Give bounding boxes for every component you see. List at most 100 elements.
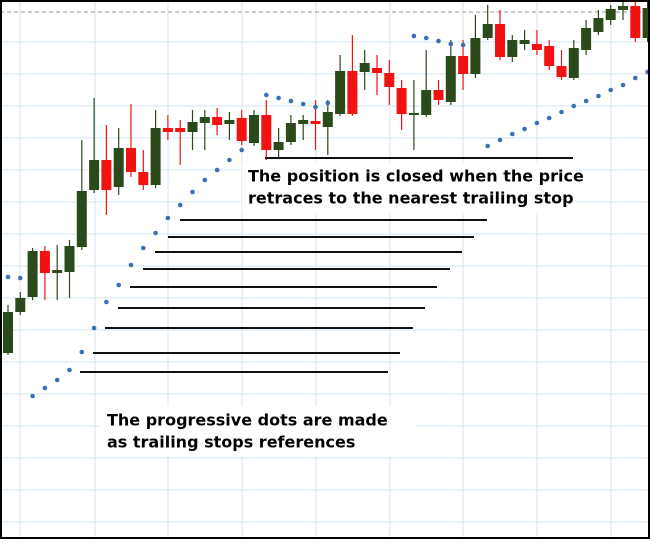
trailing-dot bbox=[104, 299, 109, 305]
trailing-dot bbox=[522, 126, 527, 132]
candle-body bbox=[470, 38, 481, 74]
candle-body bbox=[15, 298, 26, 312]
candle-body bbox=[630, 6, 641, 38]
candle-body bbox=[224, 120, 235, 124]
trailing-dot bbox=[227, 157, 232, 163]
candle-body bbox=[507, 40, 518, 57]
trailing-dot bbox=[596, 93, 601, 99]
trailing-dot bbox=[510, 131, 515, 137]
candle-body bbox=[285, 123, 296, 142]
candle-body bbox=[396, 88, 407, 114]
trailing-dot bbox=[67, 367, 72, 373]
trailing-dot bbox=[165, 215, 171, 221]
trailing-dot bbox=[546, 115, 552, 121]
trailing-dot bbox=[633, 75, 638, 81]
candle-body bbox=[126, 148, 136, 172]
annotation-box bbox=[242, 163, 576, 213]
trailing-dot bbox=[54, 377, 60, 383]
candle-body bbox=[495, 24, 505, 57]
candle-body bbox=[519, 40, 530, 44]
candle-body bbox=[482, 24, 493, 38]
candle-body bbox=[199, 117, 210, 123]
candle-body bbox=[568, 48, 579, 78]
candle-body bbox=[162, 128, 173, 132]
marks bbox=[3, 2, 650, 399]
trailing-dot bbox=[239, 147, 244, 153]
candle-body bbox=[445, 56, 456, 102]
candle-body bbox=[150, 128, 161, 185]
trailing-dot bbox=[214, 167, 220, 173]
trailing-dot bbox=[91, 325, 97, 331]
trailing-dot bbox=[485, 143, 491, 149]
candle-body bbox=[298, 120, 309, 124]
annotation: The progressive dots are made bbox=[107, 411, 388, 430]
candle-body bbox=[187, 122, 198, 132]
candle-body bbox=[384, 73, 395, 87]
annotation: retraces to the nearest trailing stop bbox=[248, 189, 574, 208]
trailing-dot bbox=[79, 349, 85, 355]
trailing-dot bbox=[202, 177, 208, 183]
candle-body bbox=[52, 270, 63, 273]
candle-body bbox=[175, 128, 186, 132]
trailing-dot bbox=[559, 109, 564, 115]
annotation-box bbox=[100, 406, 416, 456]
candle-body bbox=[310, 121, 321, 124]
trailing-dot bbox=[276, 95, 281, 101]
trailing-dot bbox=[583, 98, 589, 104]
trailing-dot bbox=[534, 120, 540, 126]
annotation: as trailing stops references bbox=[107, 433, 355, 452]
trailing-dot bbox=[18, 275, 23, 281]
trailing-dot bbox=[571, 103, 577, 109]
candle-body bbox=[322, 112, 333, 127]
trailing-dot bbox=[42, 385, 48, 391]
trailing-dot bbox=[190, 189, 195, 195]
trailing-dot bbox=[423, 35, 429, 41]
trailing-dot bbox=[153, 230, 158, 236]
trailing-dot bbox=[313, 104, 318, 110]
candle-body bbox=[593, 18, 604, 32]
candle-body bbox=[581, 28, 592, 50]
candle-body bbox=[531, 44, 542, 50]
trailing-dot bbox=[300, 101, 306, 107]
trailing-dot bbox=[325, 100, 331, 106]
candle-body bbox=[544, 46, 555, 66]
trailing-dot bbox=[436, 38, 441, 44]
candle-body bbox=[556, 66, 567, 77]
trailing-dot bbox=[264, 92, 269, 98]
candle-body bbox=[273, 142, 284, 150]
trailing-dot bbox=[497, 137, 503, 143]
trailing-dot bbox=[448, 41, 454, 47]
candle-body bbox=[359, 63, 370, 72]
trailing-dot bbox=[141, 245, 146, 251]
trailing-dot bbox=[5, 274, 11, 280]
candle-body bbox=[249, 115, 259, 143]
trailing-dot bbox=[128, 262, 134, 268]
candle-body bbox=[64, 246, 75, 272]
candle-body bbox=[261, 115, 272, 150]
trailing-dot bbox=[608, 87, 613, 93]
trailing-dot bbox=[460, 42, 466, 48]
trailing-dot bbox=[620, 82, 626, 88]
candle-body bbox=[372, 68, 382, 73]
trailing-dot bbox=[177, 202, 183, 208]
candle-body bbox=[212, 117, 223, 125]
trailing-stop-lines bbox=[80, 157, 573, 373]
candle-body bbox=[618, 6, 628, 10]
candle-body bbox=[347, 71, 358, 114]
annotation: The position is closed when the price bbox=[248, 167, 584, 186]
trailing-dot bbox=[411, 33, 417, 39]
candle-body bbox=[27, 251, 38, 297]
candle-body bbox=[3, 312, 13, 353]
candle-body bbox=[421, 90, 432, 115]
candle-body bbox=[89, 160, 100, 190]
candle-body bbox=[113, 148, 124, 187]
trailing-dot bbox=[116, 282, 121, 288]
candle-body bbox=[408, 113, 419, 115]
candle-body bbox=[76, 191, 87, 247]
candle-body bbox=[138, 172, 149, 185]
candle-body bbox=[236, 118, 247, 141]
candle-body bbox=[458, 56, 469, 74]
candle-body bbox=[101, 160, 112, 190]
